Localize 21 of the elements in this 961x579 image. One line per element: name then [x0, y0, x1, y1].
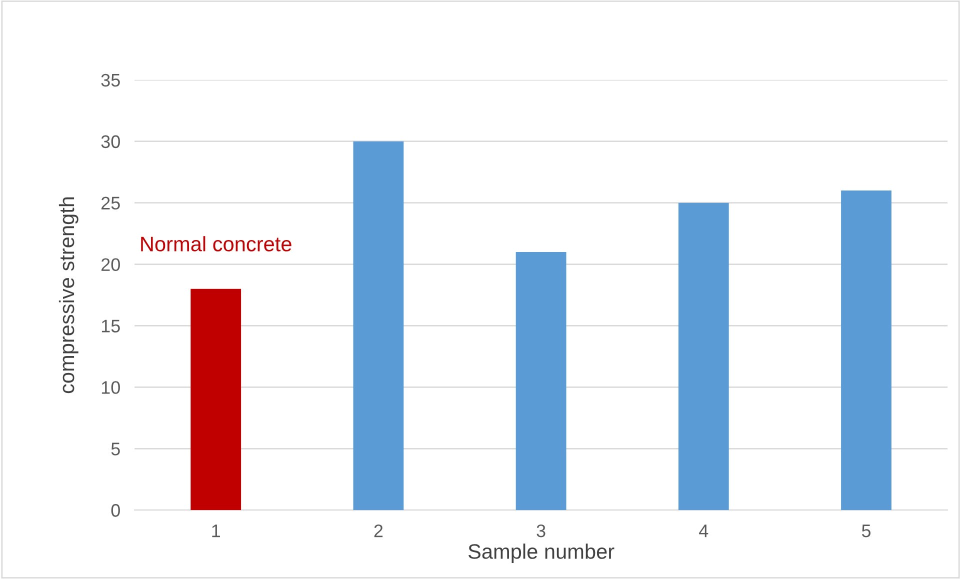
y-tick-label: 5	[111, 442, 120, 456]
annotation: Normal concrete	[141, 236, 292, 252]
y-tick-label: 20	[101, 258, 120, 271]
y-axis-title: compressive strength	[58, 197, 78, 394]
bar	[516, 252, 566, 510]
y-tick-label: 0	[111, 504, 120, 517]
x-tick-label: 2	[374, 524, 383, 538]
bar	[353, 141, 404, 510]
y-tick-label: 25	[101, 196, 120, 210]
bar	[678, 202, 729, 510]
bar	[190, 288, 242, 510]
x-tick-label: 4	[699, 524, 708, 538]
y-tick-label: 30	[101, 135, 120, 148]
x-axis-title: Sample number	[468, 544, 614, 564]
y-tick-label: 10	[102, 381, 120, 394]
y-tick-label: 35	[101, 74, 120, 87]
y-tick-label: 15	[102, 320, 120, 332]
bar	[841, 190, 892, 510]
x-tick-label: 1	[212, 524, 220, 538]
x-tick-label: 5	[862, 524, 871, 538]
x-tick-label: 3	[536, 524, 546, 538]
